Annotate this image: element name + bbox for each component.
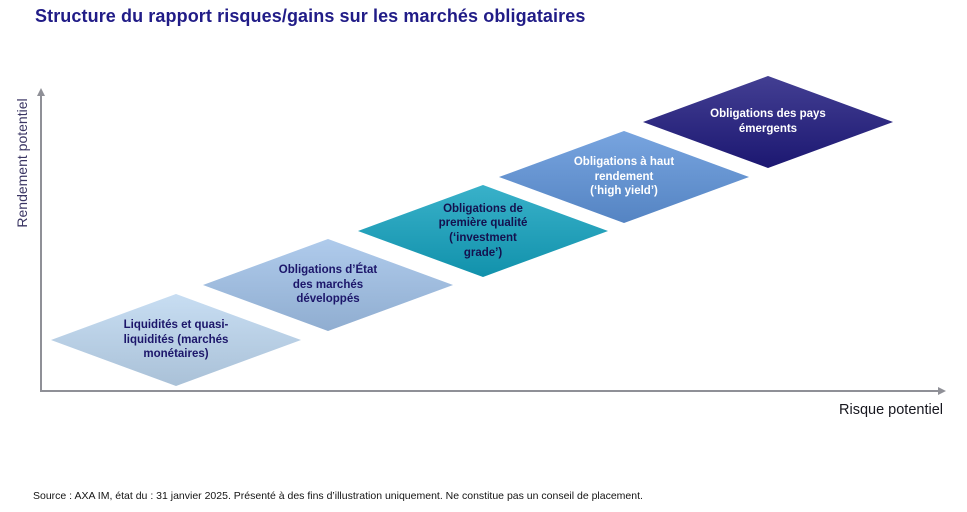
diamond-obligations-etat: Obligations d’État des marchés développé…: [203, 239, 453, 331]
diamond-label-line: Liquidités et quasi-: [123, 318, 229, 331]
diamond-label-line: émergents: [738, 123, 798, 135]
diamond-label-line: première qualité: [438, 217, 528, 230]
diamond-label-line: liquidités (marchés: [123, 333, 229, 346]
diamond-label-line: monétaires): [143, 348, 209, 361]
diamond-label-line: (‘investment: [449, 232, 517, 244]
source-note: Source : AXA IM, état du : 31 janvier 20…: [33, 490, 643, 502]
diamond-label: Liquidités et quasi- liquidités (marchés…: [124, 318, 229, 362]
diamond-label: Obligations à haut rendement (‘high yiel…: [574, 155, 674, 199]
diamond-label-line: (‘high yield’): [590, 185, 658, 198]
diamond-label: Obligations de première qualité (‘invest…: [439, 202, 528, 261]
diamond-label-line: Obligations à haut: [573, 155, 675, 168]
y-axis-label: Rendement potentiel: [14, 98, 30, 228]
diamond-label-line: rendement: [594, 170, 654, 183]
diamond-liquidites: Liquidités et quasi- liquidités (marchés…: [51, 294, 301, 386]
diamond-label-line: Obligations d’État: [278, 263, 378, 276]
diamond-label: Obligations d’État des marchés développé…: [279, 263, 377, 307]
diamond-label-line: développés: [296, 293, 360, 306]
diamond-label: Obligations des pays émergents: [710, 107, 826, 136]
diamond-label-line: des marchés: [292, 278, 364, 291]
diamond-label-line: Obligations des pays: [710, 108, 826, 121]
x-axis-label: Risque potentiel: [839, 402, 943, 418]
page-title: Structure du rapport risques/gains sur l…: [35, 6, 586, 26]
x-axis-line: [40, 387, 946, 395]
y-axis-line: [37, 88, 45, 392]
diamond-label-line: Obligations de: [443, 202, 523, 215]
diamond-label-line: grade’): [463, 246, 503, 259]
